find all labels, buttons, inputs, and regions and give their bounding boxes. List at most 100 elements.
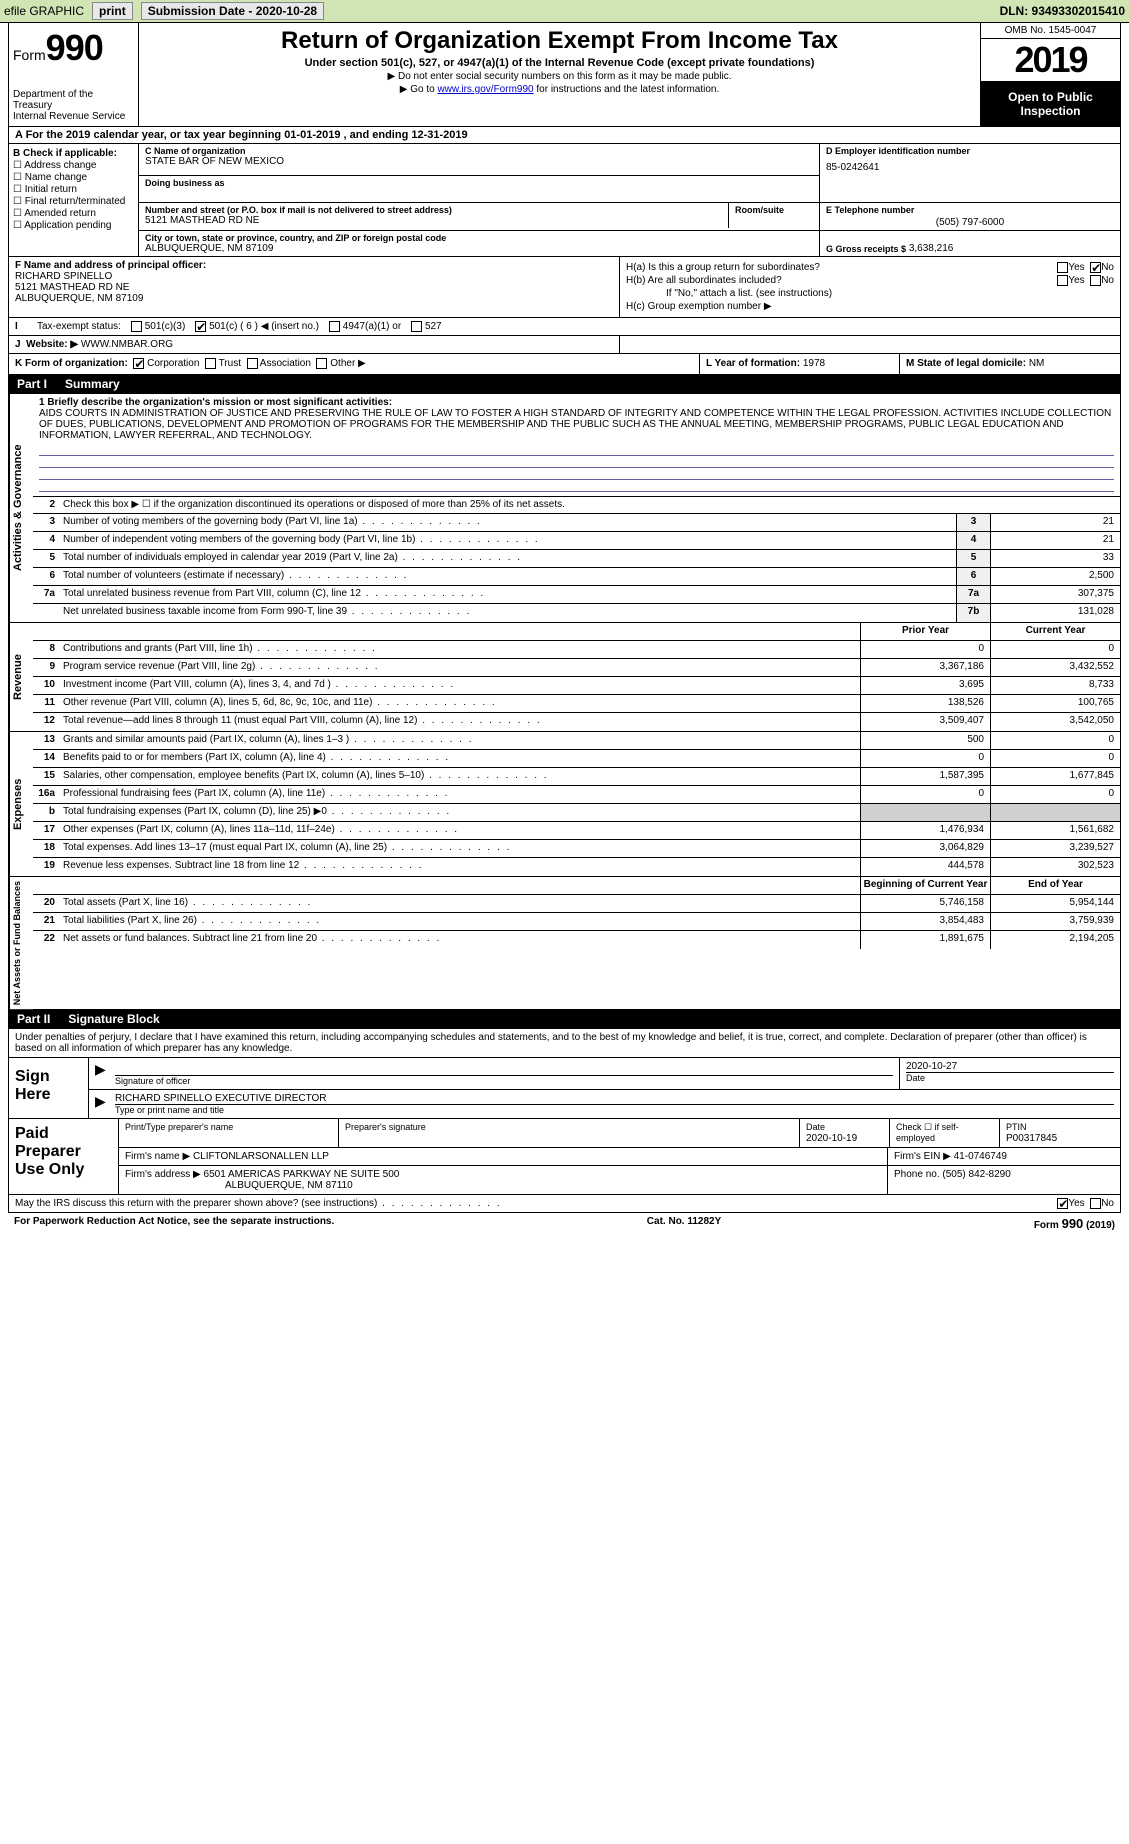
irs-label: Internal Revenue Service xyxy=(13,111,134,122)
note-ssn: ▶ Do not enter social security numbers o… xyxy=(145,71,974,82)
header-right: OMB No. 1545-0047 2019 Open to Public In… xyxy=(980,23,1120,126)
cb-address-change[interactable]: ☐ Address change xyxy=(13,160,134,171)
table-row: 11 Other revenue (Part VIII, column (A),… xyxy=(33,695,1120,713)
discuss-yes[interactable] xyxy=(1057,1198,1068,1209)
omb-number: OMB No. 1545-0047 xyxy=(981,23,1120,39)
c-city-block: City or town, state or province, country… xyxy=(139,231,820,256)
table-row: 12 Total revenue—add lines 8 through 11 … xyxy=(33,713,1120,731)
tax-year: 2019 xyxy=(981,39,1120,82)
mission-block: 1 Briefly describe the organization's mi… xyxy=(33,394,1120,444)
cb-final-return[interactable]: ☐ Final return/terminated xyxy=(13,196,134,207)
ha-no[interactable] xyxy=(1090,262,1101,273)
perjury-declaration: Under penalties of perjury, I declare th… xyxy=(9,1029,1120,1057)
sig-date: 2020-10-27 xyxy=(906,1061,1114,1072)
website: WWW.NMBAR.ORG xyxy=(81,339,173,350)
firm-ein: 41-0746749 xyxy=(954,1151,1007,1162)
print-button[interactable]: print xyxy=(92,2,133,20)
firm-addr2: ALBUQUERQUE, NM 87110 xyxy=(225,1180,353,1191)
table-row: 18 Total expenses. Add lines 13–17 (must… xyxy=(33,840,1120,858)
revenue-block: Revenue Prior Year Current Year 8 Contri… xyxy=(8,623,1121,732)
part1-header: Part I Summary xyxy=(8,375,1121,394)
cb-amended-return[interactable]: ☐ Amended return xyxy=(13,208,134,219)
row-j: J Website: ▶ WWW.NMBAR.ORG xyxy=(8,336,1121,354)
form-header: Form990 Department of the Treasury Inter… xyxy=(8,23,1121,127)
vlabel-governance: Activities & Governance xyxy=(9,394,33,622)
officer-name-title: RICHARD SPINELLO EXECUTIVE DIRECTOR xyxy=(115,1093,1114,1104)
table-row: b Total fundraising expenses (Part IX, c… xyxy=(33,804,1120,822)
org-name: STATE BAR OF NEW MEXICO xyxy=(145,156,813,167)
cb-application-pending[interactable]: ☐ Application pending xyxy=(13,220,134,231)
city-value: ALBUQUERQUE, NM 87109 xyxy=(145,243,813,254)
row-k-l-m: K Form of organization: Corporation Trus… xyxy=(8,354,1121,374)
column-b: B Check if applicable: ☐ Address change … xyxy=(9,144,139,256)
h-group: H(a) Is this a group return for subordin… xyxy=(620,257,1120,317)
k-other[interactable] xyxy=(316,358,327,369)
discuss-row: May the IRS discuss this return with the… xyxy=(8,1195,1121,1213)
dept-treasury: Department of the Treasury xyxy=(13,89,134,111)
table-row: 5 Total number of individuals employed i… xyxy=(33,550,1120,568)
firm-name: CLIFTONLARSONALLEN LLP xyxy=(193,1151,329,1162)
i-501c3[interactable] xyxy=(131,321,142,332)
table-row: 10 Investment income (Part VIII, column … xyxy=(33,677,1120,695)
expenses-block: Expenses 13 Grants and similar amounts p… xyxy=(8,732,1121,877)
ha-yes[interactable] xyxy=(1057,262,1068,273)
topbar: efile GRAPHIC print Submission Date - 20… xyxy=(0,0,1129,23)
firm-phone: (505) 842-8290 xyxy=(942,1169,1010,1180)
g-gross-block: G Gross receipts $ 3,638,216 xyxy=(820,231,1120,256)
table-row: 19 Revenue less expenses. Subtract line … xyxy=(33,858,1120,876)
note-link: ▶ Go to www.irs.gov/Form990 for instruct… xyxy=(145,84,974,95)
k-assoc[interactable] xyxy=(247,358,258,369)
e-phone-block: E Telephone number (505) 797-6000 xyxy=(820,203,1120,230)
paid-preparer-row: Paid Preparer Use Only Print/Type prepar… xyxy=(9,1118,1120,1194)
officer-addr2: ALBUQUERQUE, NM 87109 xyxy=(15,293,143,304)
state-domicile: NM xyxy=(1029,358,1045,369)
signature-block: Under penalties of perjury, I declare th… xyxy=(8,1029,1121,1195)
table-row: 15 Salaries, other compensation, employe… xyxy=(33,768,1120,786)
hb-no[interactable] xyxy=(1090,275,1101,286)
row-a-taxyear: A For the 2019 calendar year, or tax yea… xyxy=(8,127,1121,144)
efile-label: efile GRAPHIC xyxy=(4,4,84,18)
year-formation: 1978 xyxy=(803,358,825,369)
ptin: P00317845 xyxy=(1006,1133,1057,1144)
i-527[interactable] xyxy=(411,321,422,332)
table-row: 9 Program service revenue (Part VIII, li… xyxy=(33,659,1120,677)
cb-name-change[interactable]: ☐ Name change xyxy=(13,172,134,183)
c-address-block: Number and street (or P.O. box if mail i… xyxy=(139,203,820,230)
ein-value: 85-0242641 xyxy=(826,162,1114,173)
vlabel-expenses: Expenses xyxy=(9,732,33,876)
i-4947[interactable] xyxy=(329,321,340,332)
table-row: Net unrelated business taxable income fr… xyxy=(33,604,1120,622)
table-row: 20 Total assets (Part X, line 16) 5,746,… xyxy=(33,895,1120,913)
c-name-block: C Name of organization STATE BAR OF NEW … xyxy=(139,144,820,202)
submission-date: Submission Date - 2020-10-28 xyxy=(141,2,324,20)
k-trust[interactable] xyxy=(205,358,216,369)
officer-name: RICHARD SPINELLO xyxy=(15,271,112,282)
form-title: Return of Organization Exempt From Incom… xyxy=(145,27,974,55)
prep-date: 2020-10-19 xyxy=(806,1133,857,1144)
discuss-no[interactable] xyxy=(1090,1198,1101,1209)
part2-header: Part II Signature Block xyxy=(8,1010,1121,1029)
hb-yes[interactable] xyxy=(1057,275,1068,286)
form-subtitle: Under section 501(c), 527, or 4947(a)(1)… xyxy=(145,57,974,69)
officer-addr1: 5121 MASTHEAD RD NE xyxy=(15,282,129,293)
block-b-c-d: B Check if applicable: ☐ Address change … xyxy=(8,144,1121,257)
table-row: 8 Contributions and grants (Part VIII, l… xyxy=(33,641,1120,659)
footer: For Paperwork Reduction Act Notice, see … xyxy=(8,1213,1121,1234)
net-assets-block: Net Assets or Fund Balances Beginning of… xyxy=(8,877,1121,1010)
irs-link[interactable]: www.irs.gov/Form990 xyxy=(437,84,533,95)
header-middle: Return of Organization Exempt From Incom… xyxy=(139,23,980,126)
i-501c[interactable] xyxy=(195,321,206,332)
mission-text: AIDS COURTS IN ADMINISTRATION OF JUSTICE… xyxy=(39,408,1114,441)
column-c-d: C Name of organization STATE BAR OF NEW … xyxy=(139,144,1120,256)
table-row: 22 Net assets or fund balances. Subtract… xyxy=(33,931,1120,949)
form-word: Form xyxy=(13,47,46,63)
table-row: 4 Number of independent voting members o… xyxy=(33,532,1120,550)
cb-initial-return[interactable]: ☐ Initial return xyxy=(13,184,134,195)
table-row: 7a Total unrelated business revenue from… xyxy=(33,586,1120,604)
k-corp[interactable] xyxy=(133,358,144,369)
vlabel-revenue: Revenue xyxy=(9,623,33,731)
table-row: 16a Professional fundraising fees (Part … xyxy=(33,786,1120,804)
table-row: 17 Other expenses (Part IX, column (A), … xyxy=(33,822,1120,840)
table-row: 6 Total number of volunteers (estimate i… xyxy=(33,568,1120,586)
table-row: 14 Benefits paid to or for members (Part… xyxy=(33,750,1120,768)
